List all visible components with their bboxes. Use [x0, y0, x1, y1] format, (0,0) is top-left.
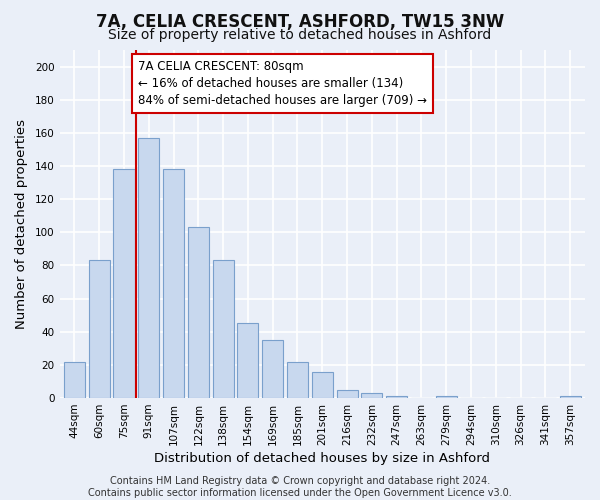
Text: 7A CELIA CRESCENT: 80sqm
← 16% of detached houses are smaller (134)
84% of semi-: 7A CELIA CRESCENT: 80sqm ← 16% of detach… [137, 60, 427, 107]
Bar [212, 260, 233, 398]
Bar [89, 260, 110, 398]
Bar [238, 324, 259, 398]
Y-axis label: Number of detached properties: Number of detached properties [15, 119, 28, 329]
Text: Size of property relative to detached houses in Ashford: Size of property relative to detached ho… [109, 28, 491, 42]
Bar [386, 396, 407, 398]
Text: 7A, CELIA CRESCENT, ASHFORD, TW15 3NW: 7A, CELIA CRESCENT, ASHFORD, TW15 3NW [96, 12, 504, 30]
Bar [436, 396, 457, 398]
Bar [337, 390, 358, 398]
Bar [287, 362, 308, 398]
Bar [188, 228, 209, 398]
Bar [163, 170, 184, 398]
Bar [262, 340, 283, 398]
X-axis label: Distribution of detached houses by size in Ashford: Distribution of detached houses by size … [154, 452, 490, 465]
Text: Contains HM Land Registry data © Crown copyright and database right 2024.
Contai: Contains HM Land Registry data © Crown c… [88, 476, 512, 498]
Bar [361, 393, 382, 398]
Bar [560, 396, 581, 398]
Bar [113, 170, 134, 398]
Bar [64, 362, 85, 398]
Bar [312, 372, 333, 398]
Bar [138, 138, 160, 398]
